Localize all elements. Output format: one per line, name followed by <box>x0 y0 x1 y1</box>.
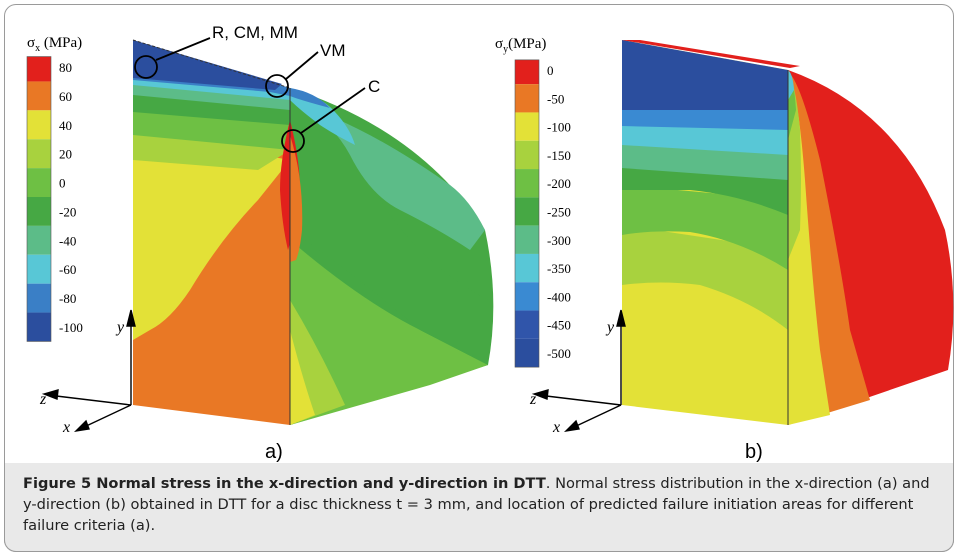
panel-b-axes <box>531 309 626 433</box>
panel-b-axis-y: y <box>605 319 615 336</box>
annotation-r-cm-mm: R, CM, MM <box>212 23 298 42</box>
panel-b-legend-swatch <box>515 310 539 339</box>
panel-b-legend-label: -400 <box>547 289 571 304</box>
panel-b-label: b) <box>745 441 763 463</box>
panel-a-legend-title: σx (MPa) <box>27 35 82 54</box>
panel-b-legend-swatch <box>515 197 539 226</box>
panel-a-axis-x: x <box>62 419 70 436</box>
panel-b-legend-label: 0 <box>547 63 554 78</box>
panel-a-legend-swatch <box>27 168 51 197</box>
panel-b-legend-title: σy(MPa) <box>495 36 546 55</box>
panel-b-legend-swatch <box>515 84 539 113</box>
panel-b-legend-swatch <box>515 59 539 85</box>
panel-b-legend-label: -500 <box>547 346 571 361</box>
annotation-circle-c <box>281 129 305 153</box>
panel-a-axis-y: y <box>115 319 125 336</box>
figure-caption: Figure 5 Normal stress in the x-directio… <box>23 473 935 536</box>
panel-b-legend-swatch <box>515 282 539 311</box>
panel-b-legend-label: -100 <box>547 120 571 135</box>
panel-b-model <box>622 40 954 425</box>
panel-b-legend-swatch <box>515 225 539 254</box>
panel-a-legend-label: -20 <box>59 204 76 219</box>
panel-a-legend-label: 20 <box>59 147 72 162</box>
annotation-circle-vm <box>265 74 289 98</box>
panel-b-legend-label: -300 <box>547 233 571 248</box>
panel-b-legend-label: -200 <box>547 176 571 191</box>
panel-b-legend-label: -50 <box>547 91 564 106</box>
panel-b-axis-x: x <box>552 419 560 436</box>
annotation-c: C <box>368 77 380 96</box>
panel-b-axis-z: z <box>529 391 537 408</box>
panel-a-model <box>132 39 494 425</box>
panel-b-legend-label: -150 <box>547 148 571 163</box>
panel-b-legend-swatch <box>515 112 539 141</box>
panel-a-legend-label: -60 <box>59 262 76 277</box>
panel-b-legend-label: -450 <box>547 318 571 333</box>
panel-a-legend-label: 80 <box>59 60 72 75</box>
annotation-vm: VM <box>320 41 346 60</box>
panel-b-legend-swatch <box>515 169 539 198</box>
panel-a-axis-z: z <box>39 391 47 408</box>
panel-a-legend-frame <box>26 56 52 342</box>
panel-a-legend-swatch <box>27 56 51 82</box>
figure-graphic: R, CM, MM VM C σx (MPa) 80 60 40 20 0 -20 -40 -… <box>26 23 954 463</box>
panel-b-legend-label: -350 <box>547 261 571 276</box>
panel-a-legend-swatch <box>27 254 51 284</box>
panel-b-legend: 0 -50 -100 -150 -200 -250 -300 -350 -400 -450 -500 <box>514 59 571 368</box>
panel-a-legend-swatch <box>27 197 51 226</box>
caption-title: Figure 5 Normal stress in the x-directio… <box>23 475 546 492</box>
panel-b-legend-label: -250 <box>547 205 571 220</box>
panel-a-legend-label: 60 <box>59 89 72 104</box>
panel-a-legend-swatch <box>27 110 51 140</box>
panel-a-legend-label: 40 <box>59 118 72 133</box>
panel-a-legend-label: -100 <box>59 320 83 335</box>
panel-a-legend-swatch <box>27 225 51 255</box>
panel-a-axes <box>41 309 136 433</box>
caption-box: Figure 5 Normal stress in the x-directio… <box>4 463 954 552</box>
panel-a-legend-label: -40 <box>59 233 76 248</box>
panel-a-annotations <box>134 37 366 153</box>
panel-a-legend-swatch <box>27 283 51 313</box>
panel-a-legend-label: -80 <box>59 291 76 306</box>
panel-b-legend-frame <box>514 59 540 368</box>
panel-a-label: a) <box>265 441 283 463</box>
panel-a-legend-swatch <box>27 312 51 342</box>
annotation-circle-r <box>134 55 158 79</box>
panel-b-legend-swatch <box>515 140 539 170</box>
panel-a-legend-label: 0 <box>59 176 66 191</box>
panel-b-legend-swatch <box>515 338 539 368</box>
caption-text: . Normal stress distribution in the x-di… <box>23 475 930 534</box>
panel-b-legend-swatch <box>515 253 539 283</box>
panel-a-legend: 80 60 40 20 0 -20 -40 -60 -80 -100 <box>26 56 83 342</box>
panel-a-legend-swatch <box>27 81 51 111</box>
panel-a-legend-swatch <box>27 139 51 169</box>
